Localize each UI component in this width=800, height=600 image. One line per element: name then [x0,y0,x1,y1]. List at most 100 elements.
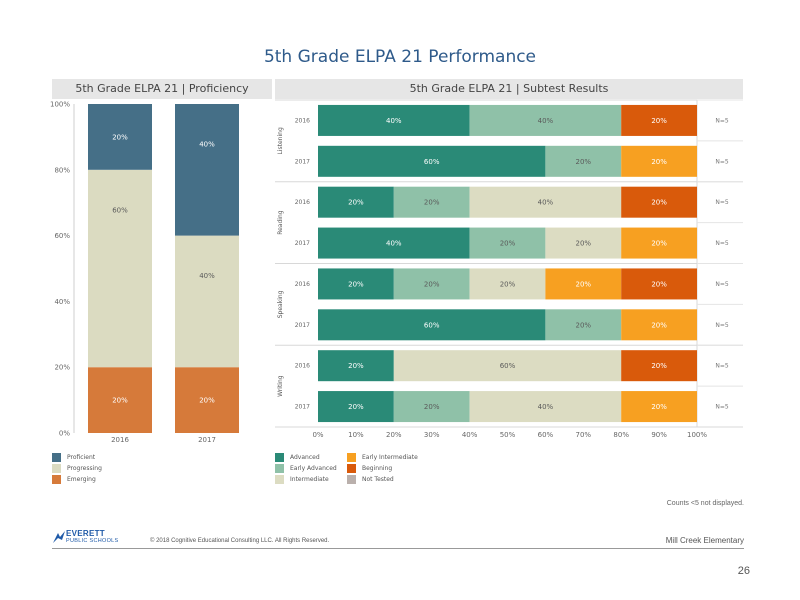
subtest-x-tick: 40% [462,431,478,439]
counts-note: Counts <5 not displayed. [666,500,744,507]
subtest-row-count: N=5 [715,199,729,206]
subtest-bar-segment [545,268,622,300]
subtest-data-label: 40% [538,403,554,411]
legend-swatch [347,475,356,484]
subtest-data-label: 20% [651,403,667,411]
proficiency-bar-segment [88,104,152,170]
legend-label: Beginning [362,465,393,472]
subtest-row-year: 2017 [295,404,310,411]
subtest-data-label: 20% [424,280,440,288]
proficiency-y-tick: 0% [59,430,70,438]
logo-line2: PUBLIC SCHOOLS [66,538,119,544]
subtest-bar-segment [621,104,697,136]
proficiency-y-tick: 60% [54,232,70,240]
subtest-bar-segment [621,350,697,382]
subtest-group-label: Writing [277,375,284,397]
subtest-data-label: 20% [500,280,516,288]
legend-item: Emerging [52,474,102,485]
legend-label: Early Intermediate [362,454,418,461]
subtest-data-label: 20% [424,199,440,207]
school-name: Mill Creek Elementary [665,536,744,545]
proficiency-bar-segment [175,367,239,433]
legend-label: Advanced [290,454,320,461]
proficiency-data-label: 20% [112,397,128,405]
subtest-bar-segment [393,350,622,382]
subtest-bar-segment [318,350,394,382]
subtest-data-label: 40% [386,117,402,125]
subtest-bar-segment [393,268,470,300]
subtest-bar-segment [469,186,622,218]
subtest-data-label: 20% [576,158,592,166]
subtest-bar-segment [393,391,470,423]
subtest-row-count: N=5 [715,322,729,329]
subtest-row-count: N=5 [715,240,729,247]
legend-label: Emerging [67,476,96,483]
proficiency-x-tick: 2017 [198,436,216,444]
subtest-bar-segment [545,145,622,177]
subtest-bar-segment [545,227,622,259]
legend-swatch [275,453,284,462]
subtest-bar-segment [545,309,622,341]
subtest-row-count: N=5 [715,281,729,288]
logo-line1: EVERETT [66,529,105,538]
subtest-data-label: 20% [651,240,667,248]
subtest-row-count: N=5 [715,158,729,165]
subtest-data-label: 20% [348,362,364,370]
subtest-data-label: 20% [651,280,667,288]
subtest-row-year: 2017 [295,322,310,329]
subtest-data-label: 20% [576,280,592,288]
legend-label: Intermediate [290,476,329,483]
subtest-bar-segment [318,186,394,218]
subtest-data-label: 40% [538,117,554,125]
footer-divider [52,548,744,549]
subtest-data-label: 20% [424,403,440,411]
slide-title: 5th Grade ELPA 21 Performance [263,47,537,67]
proficiency-y-tick: 20% [54,364,70,372]
page-number: 26 [737,565,750,577]
subtest-data-label: 20% [651,199,667,207]
legend-item: Not Tested [347,474,437,485]
proficiency-y-tick: 80% [54,166,70,174]
subtest-row-count: N=5 [715,404,729,411]
subtest-x-tick: 80% [613,431,629,439]
subtest-legend: Advanced Early Intermediate Early Advanced… [275,452,437,485]
proficiency-bar-segment [88,169,152,368]
subtest-data-label: 20% [576,240,592,248]
subtest-bar-segment [621,227,697,259]
proficiency-y-tick: 100% [50,101,70,109]
legend-swatch [347,453,356,462]
subtest-data-label: 20% [576,321,592,329]
proficiency-bar-segment [175,104,239,236]
proficiency-data-label: 40% [199,141,215,149]
subtest-bar-segment [469,104,622,136]
subtest-row-year: 2017 [295,158,310,165]
subtest-row-year: 2016 [295,117,310,124]
subtest-data-label: 20% [651,362,667,370]
proficiency-bar-segment [175,235,239,368]
legend-swatch [275,475,284,484]
subtest-bar-segment [469,391,622,423]
subtest-row-count: N=5 [715,363,729,370]
subtest-panel-title: 5th Grade ELPA 21 | Subtest Results [275,79,743,99]
subtest-data-label: 40% [386,240,402,248]
proficiency-data-label: 20% [199,397,215,405]
subtest-bar-segment [621,309,697,341]
legend-item: Progressing [52,463,102,474]
subtest-data-label: 60% [500,362,516,370]
legend-label: Not Tested [362,476,394,483]
subtest-bar-segment [318,309,546,341]
subtest-bar-segment [318,391,394,423]
subtest-x-tick: 10% [348,431,364,439]
subtest-x-tick: 50% [500,431,516,439]
subtest-data-label: 20% [500,240,516,248]
subtest-bar-segment [621,268,697,300]
legend-swatch [52,464,61,473]
proficiency-data-label: 60% [112,206,128,214]
subtest-x-tick: 60% [538,431,554,439]
subtest-bar-segment [318,145,546,177]
legend-label: Proficient [67,454,96,461]
eagle-icon [53,531,65,543]
subtest-data-label: 20% [651,158,667,166]
proficiency-x-tick: 2016 [111,436,129,444]
